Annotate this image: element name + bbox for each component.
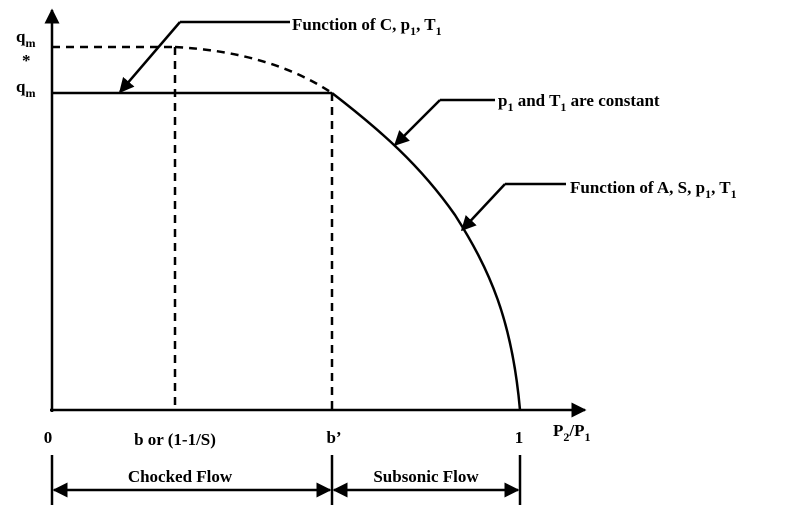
- subscript: m: [25, 36, 35, 50]
- annotation: p1 and T1 are constant: [498, 91, 660, 114]
- leader-arrow: [119, 21, 181, 94]
- subsonic-curve: [331, 92, 522, 411]
- text-segment: , T: [416, 15, 436, 34]
- b-prime-label: b’: [326, 428, 341, 447]
- leader-arrow: [393, 99, 441, 147]
- region-label: Subsonic Flow: [373, 467, 479, 486]
- subscript: 1: [436, 24, 442, 38]
- zero-label: 0: [44, 428, 53, 447]
- qm-label: qm: [16, 77, 35, 100]
- text-segment: q: [16, 27, 26, 46]
- region-label: Chocked Flow: [128, 467, 233, 486]
- subscript: 1: [507, 100, 513, 114]
- subscript: 2: [563, 430, 569, 444]
- text-segment: P: [553, 421, 563, 440]
- leader-arrow: [460, 183, 506, 232]
- x-axis-label: P2/P1: [553, 421, 591, 444]
- text-segment: p: [498, 91, 507, 110]
- annotation: Function of C, p1, T1: [292, 15, 442, 38]
- text-segment: /P: [568, 421, 584, 440]
- annotation: Function of A, S, p1, T1: [570, 178, 737, 201]
- subscript: m: [25, 86, 35, 100]
- subscript: 1: [705, 187, 711, 201]
- text-segment: are constant: [566, 91, 660, 110]
- star-label: *: [22, 51, 31, 70]
- ideal-curve: [174, 45, 333, 95]
- subscript: 1: [560, 100, 566, 114]
- one-label: 1: [515, 428, 524, 447]
- subscript: 1: [585, 430, 591, 444]
- text-segment: q: [16, 77, 26, 96]
- b-label: b or (1-1/S): [134, 430, 216, 449]
- qm-star-label: qm: [16, 27, 35, 50]
- text-segment: and T: [513, 91, 561, 110]
- text-segment: Function of C, p: [292, 15, 410, 34]
- text-segment: Function of A, S, p: [570, 178, 705, 197]
- text-segment: , T: [711, 178, 731, 197]
- subscript: 1: [410, 24, 416, 38]
- subscript: 1: [731, 187, 737, 201]
